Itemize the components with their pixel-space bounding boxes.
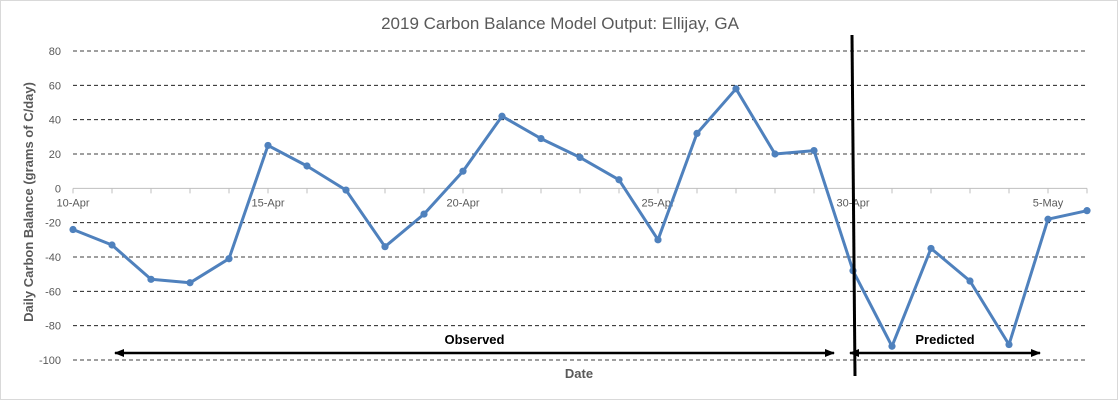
data-point	[225, 255, 233, 263]
data-point	[537, 134, 545, 143]
y-axis-ticks: 80 60 40 20 0 -20 -40 -60 -80 -100	[39, 46, 61, 367]
data-point	[732, 85, 740, 93]
y-tick-label: 40	[49, 115, 61, 127]
x-axis-title: Date	[565, 366, 593, 381]
gridlines	[73, 50, 1087, 361]
data-point	[459, 167, 467, 175]
data-point	[69, 225, 77, 234]
data-point	[927, 244, 935, 253]
data-point	[1005, 340, 1013, 349]
y-tick-label: -80	[45, 321, 61, 333]
data-point	[420, 210, 428, 218]
y-tick-label: 0	[55, 183, 61, 195]
data-point	[498, 112, 506, 120]
observed-label: Observed	[445, 332, 505, 347]
y-tick-label: 60	[49, 80, 61, 92]
y-tick-label: 80	[49, 46, 61, 58]
data-point	[576, 153, 584, 162]
data-points	[69, 85, 1091, 350]
data-point	[966, 277, 974, 285]
data-point	[108, 241, 116, 249]
y-tick-label: 20	[49, 149, 61, 161]
x-tick-label: 10-Apr	[56, 197, 89, 209]
x-tick-label: 15-Apr	[251, 197, 284, 209]
predicted-label-bg	[908, 330, 982, 349]
y-axis-title: Daily Carbon Balance (grams of C/day)	[21, 82, 36, 322]
y-tick-label: -20	[45, 218, 61, 230]
data-point	[1083, 207, 1091, 215]
y-tick-label: -60	[45, 286, 61, 298]
data-point	[771, 150, 779, 158]
predicted-label: Predicted	[915, 332, 974, 347]
data-point	[1044, 215, 1052, 223]
data-point	[888, 342, 896, 350]
data-point	[147, 275, 155, 283]
y-tick-label: -40	[45, 252, 61, 264]
data-point	[810, 146, 818, 155]
observed-label-bg	[437, 330, 512, 349]
data-point	[264, 141, 272, 150]
series-line	[72, 87, 1088, 348]
chart-title: 2019 Carbon Balance Model Output: Ellija…	[381, 14, 739, 33]
data-point	[303, 162, 311, 170]
data-point	[342, 186, 350, 194]
data-point	[381, 243, 389, 251]
x-tick-label: 20-Apr	[446, 197, 479, 209]
series-polyline	[72, 87, 1088, 348]
observed-predicted-divider	[850, 34, 857, 377]
data-point	[654, 236, 662, 244]
data-point	[186, 279, 194, 287]
y-tick-label: -100	[39, 355, 61, 367]
data-point	[615, 176, 623, 184]
data-point	[693, 129, 701, 137]
x-axis	[72, 187, 1088, 194]
x-tick-label: 5-May	[1033, 197, 1064, 209]
x-tick-label: 25-Apr	[641, 197, 674, 209]
